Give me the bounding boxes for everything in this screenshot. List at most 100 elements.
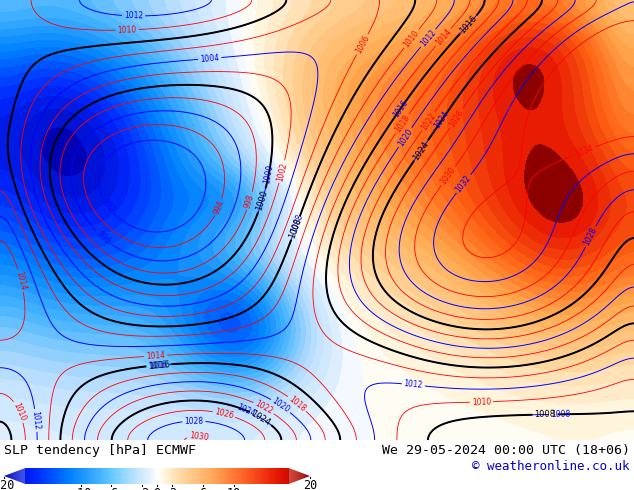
Polygon shape — [87, 468, 89, 484]
Polygon shape — [275, 468, 276, 484]
Polygon shape — [260, 468, 261, 484]
Polygon shape — [290, 469, 292, 483]
Polygon shape — [157, 468, 158, 484]
Polygon shape — [34, 468, 35, 484]
Polygon shape — [214, 468, 215, 484]
Text: 1008: 1008 — [551, 410, 570, 419]
Polygon shape — [178, 468, 179, 484]
Polygon shape — [299, 472, 300, 480]
Polygon shape — [52, 468, 53, 484]
Text: 1002: 1002 — [275, 161, 288, 182]
Polygon shape — [7, 474, 8, 478]
Polygon shape — [295, 471, 297, 481]
Polygon shape — [283, 468, 285, 484]
Text: 1026: 1026 — [214, 407, 235, 420]
Polygon shape — [210, 468, 211, 484]
Text: 994: 994 — [212, 198, 226, 216]
Polygon shape — [108, 468, 109, 484]
Polygon shape — [209, 468, 210, 484]
Polygon shape — [134, 468, 136, 484]
Polygon shape — [261, 468, 262, 484]
Polygon shape — [121, 468, 122, 484]
Polygon shape — [77, 468, 79, 484]
Text: 1034: 1034 — [574, 143, 595, 158]
Text: 1030: 1030 — [188, 431, 209, 442]
Polygon shape — [216, 468, 217, 484]
Polygon shape — [127, 468, 129, 484]
Text: 1000: 1000 — [262, 164, 275, 184]
Polygon shape — [263, 468, 264, 484]
Text: 1022: 1022 — [419, 111, 437, 132]
Text: 1012: 1012 — [124, 11, 143, 21]
Polygon shape — [196, 468, 197, 484]
Text: 1010: 1010 — [402, 28, 421, 49]
Text: 1012: 1012 — [30, 411, 41, 430]
Polygon shape — [63, 468, 64, 484]
Text: 1024: 1024 — [432, 110, 451, 131]
Polygon shape — [56, 468, 57, 484]
Polygon shape — [162, 468, 163, 484]
Text: 1006: 1006 — [354, 34, 371, 55]
Polygon shape — [50, 468, 51, 484]
Polygon shape — [272, 468, 273, 484]
Polygon shape — [20, 469, 22, 483]
Polygon shape — [149, 468, 150, 484]
Polygon shape — [75, 468, 77, 484]
Polygon shape — [25, 468, 27, 484]
Text: 998: 998 — [243, 193, 256, 209]
Polygon shape — [218, 468, 219, 484]
Polygon shape — [236, 468, 238, 484]
Polygon shape — [138, 468, 139, 484]
Polygon shape — [30, 468, 32, 484]
Polygon shape — [249, 468, 250, 484]
Polygon shape — [36, 468, 37, 484]
Polygon shape — [115, 468, 116, 484]
Polygon shape — [111, 468, 112, 484]
Polygon shape — [171, 468, 172, 484]
Polygon shape — [300, 472, 301, 480]
Polygon shape — [204, 468, 205, 484]
Polygon shape — [271, 468, 272, 484]
Polygon shape — [59, 468, 60, 484]
Polygon shape — [5, 475, 6, 477]
Text: 992: 992 — [100, 197, 115, 215]
Polygon shape — [16, 471, 17, 481]
Polygon shape — [297, 471, 298, 481]
Text: 1004: 1004 — [200, 53, 220, 64]
Polygon shape — [305, 474, 306, 478]
Text: 1028: 1028 — [583, 226, 599, 247]
Text: 1020: 1020 — [270, 396, 291, 415]
Polygon shape — [266, 468, 267, 484]
Polygon shape — [197, 468, 198, 484]
Polygon shape — [250, 468, 251, 484]
Polygon shape — [136, 468, 138, 484]
Polygon shape — [257, 468, 258, 484]
Polygon shape — [81, 468, 82, 484]
Polygon shape — [9, 474, 10, 478]
Polygon shape — [166, 468, 167, 484]
Polygon shape — [184, 468, 186, 484]
Polygon shape — [219, 468, 220, 484]
Polygon shape — [151, 468, 152, 484]
Polygon shape — [208, 468, 209, 484]
Polygon shape — [200, 468, 201, 484]
Polygon shape — [29, 468, 30, 484]
Polygon shape — [160, 468, 161, 484]
Polygon shape — [6, 475, 7, 477]
Polygon shape — [54, 468, 55, 484]
Text: -10: -10 — [70, 487, 91, 490]
Polygon shape — [288, 468, 290, 484]
Polygon shape — [98, 468, 99, 484]
Polygon shape — [246, 468, 247, 484]
Polygon shape — [280, 468, 281, 484]
Polygon shape — [256, 468, 257, 484]
Polygon shape — [94, 468, 96, 484]
Polygon shape — [285, 468, 287, 484]
Polygon shape — [241, 468, 242, 484]
Polygon shape — [193, 468, 194, 484]
Polygon shape — [186, 468, 188, 484]
Text: 1012: 1012 — [418, 28, 437, 48]
Polygon shape — [190, 468, 191, 484]
Polygon shape — [203, 468, 204, 484]
Polygon shape — [97, 468, 98, 484]
